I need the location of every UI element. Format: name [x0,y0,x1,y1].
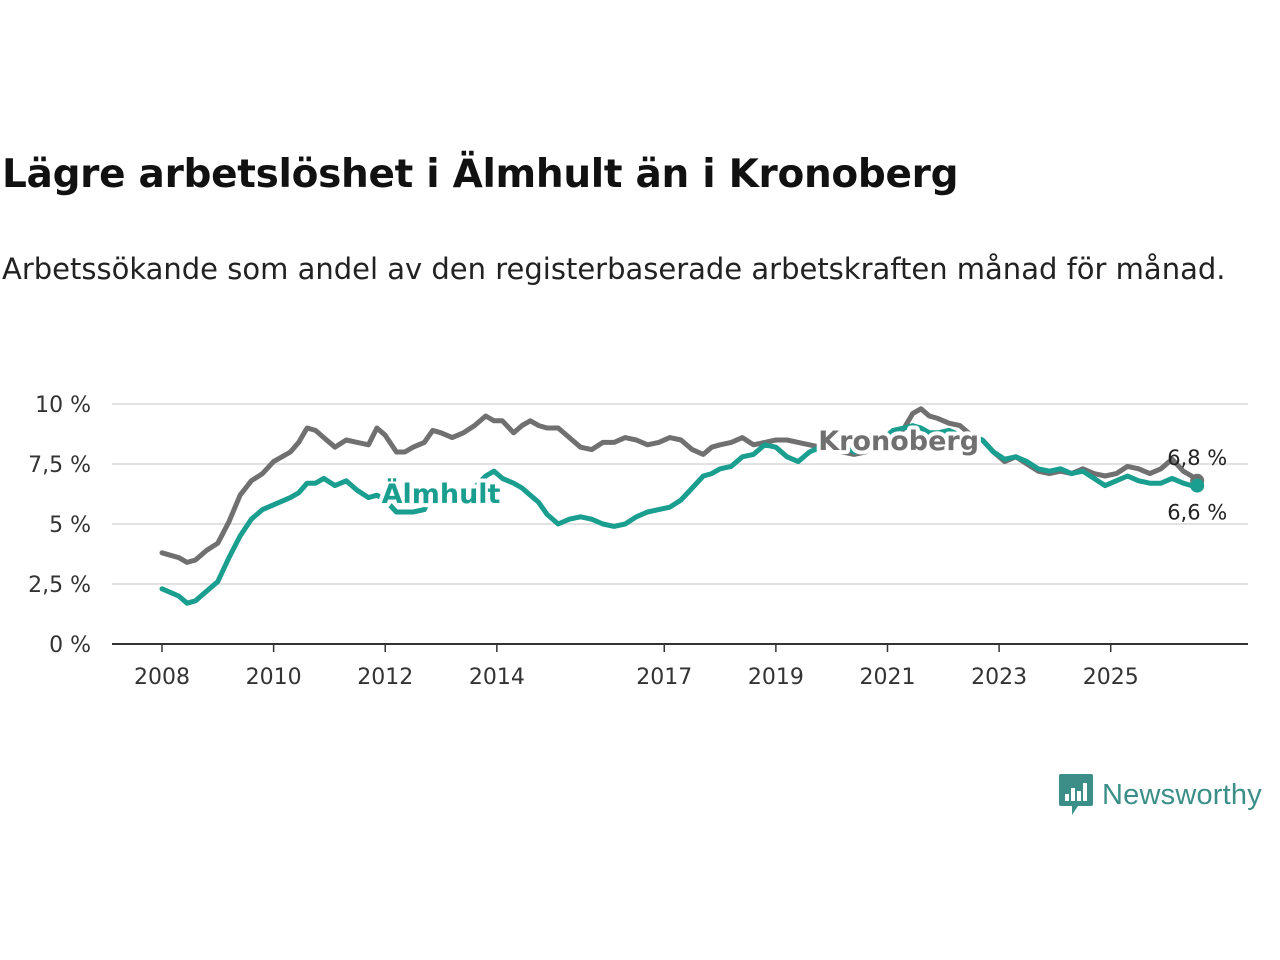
x-axis-ticks: 2008 2010 2012 2014 2017 2019 2021 2023 2025 [134,644,1139,690]
y-axis-ticks: 0 % 2,5 % 5 % 7,5 % 10 % [28,393,91,658]
line-chart: 0 % 2,5 % 5 % 7,5 % 10 % 2008 2010 2012 2014 201… [28,393,1248,690]
brand-logo: Newsworthy [1058,772,1262,818]
series-name-label: Älmhult [382,478,501,510]
series-lines [159,406,1205,606]
end-value-label: 6,6 % [1167,501,1227,525]
y-tick-label: 5 % [49,513,91,538]
chart-subtitle: Arbetssökande som andel av den registerb… [2,252,1226,286]
x-tick-label: 2021 [859,665,915,690]
x-tick-label: 2017 [636,665,692,690]
series-name-label: Kronoberg [818,426,979,457]
series-line-almhult [159,423,1200,606]
x-tick-label: 2008 [134,665,190,690]
newsworthy-logo-icon [1059,774,1093,815]
series-labels: 6,8 % 6,6 % Kronoberg Älmhult [378,422,1228,525]
y-tick-label: 10 % [35,393,91,418]
brand-name: Newsworthy [1102,778,1262,811]
y-tick-label: 0 % [49,633,91,658]
x-tick-label: 2023 [971,665,1027,690]
end-value-label: 6,8 % [1167,446,1227,470]
x-tick-label: 2025 [1083,665,1139,690]
x-tick-label: 2019 [748,665,804,690]
x-tick-label: 2012 [357,665,413,690]
x-tick-label: 2010 [246,665,302,690]
series-line-kronoberg [159,406,1200,565]
gridlines [112,403,1248,645]
page-title: Lägre arbetslöshet i Älmhult än i Kronob… [2,152,959,197]
y-tick-label: 7,5 % [28,453,91,478]
x-tick-label: 2014 [469,665,525,690]
series-endpoint-almhult [1190,478,1205,493]
y-tick-label: 2,5 % [28,573,91,598]
